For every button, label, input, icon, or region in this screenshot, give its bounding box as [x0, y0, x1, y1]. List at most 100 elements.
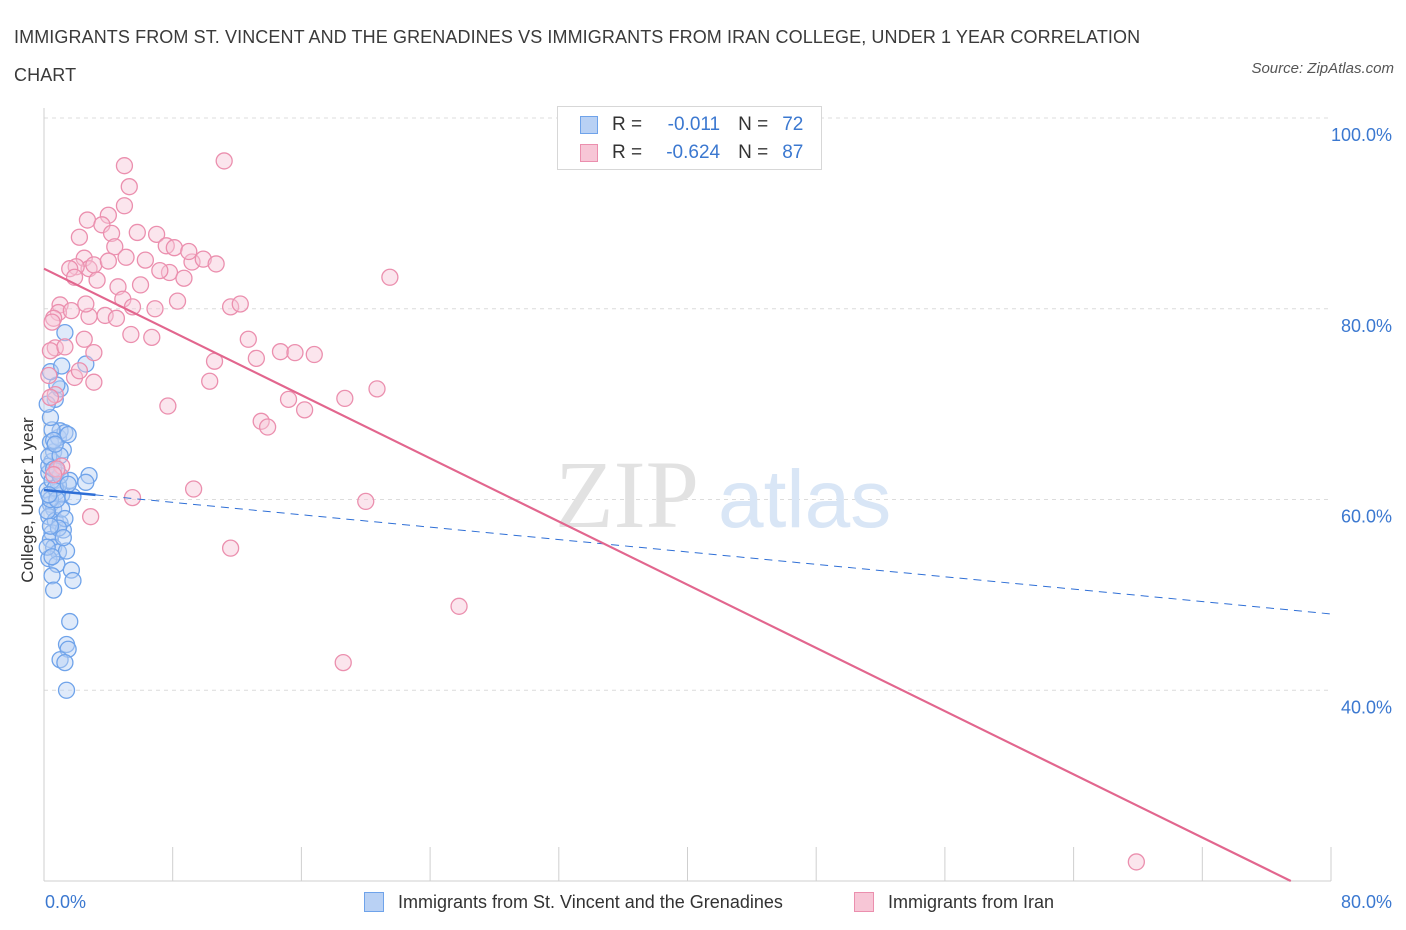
legend-swatch-iran [580, 144, 598, 162]
point-svg-26 [57, 681, 76, 699]
point-iran-49 [286, 343, 304, 362]
point-iran-81 [128, 223, 146, 242]
point-svg-52 [53, 500, 71, 518]
y-tick-label-2: 60.0% [1341, 507, 1392, 527]
watermark-zip: ZIP [555, 441, 699, 548]
point-iran-77 [131, 276, 150, 294]
legend-n-label: N = [738, 114, 769, 135]
point-iran-3 [115, 197, 134, 215]
point-iran-42 [143, 328, 161, 347]
point-svg-63 [43, 548, 61, 566]
point-iran-25 [175, 269, 193, 287]
point-iran-0 [115, 157, 134, 175]
point-svg-24 [51, 651, 69, 669]
point-iran-72 [221, 539, 240, 557]
trend-line-iran [43, 267, 1292, 882]
point-iran-18 [207, 255, 225, 273]
point-svg-71 [46, 435, 64, 453]
point-iran-60 [279, 390, 298, 409]
bottom-legend-label-iran: Immigrants from Iran [888, 891, 1055, 912]
point-iran-56 [368, 380, 386, 398]
point-iran-67 [45, 466, 63, 484]
point-iran-4 [99, 206, 117, 224]
trend-lines [43, 267, 1332, 882]
point-iran-16 [183, 253, 201, 271]
point-iran-7 [102, 224, 121, 243]
legend-r-label: R = [612, 114, 643, 135]
point-iran-71 [82, 508, 100, 526]
point-iran-48 [271, 343, 290, 361]
watermark-atlas: atlas [718, 454, 891, 545]
point-svg-25 [56, 653, 74, 672]
point-iran-54 [85, 373, 103, 391]
x-tick-label-max: 80.0% [1341, 892, 1392, 912]
point-iran-9 [147, 225, 166, 244]
point-iran-36 [62, 302, 80, 320]
point-iran-62 [295, 401, 314, 419]
point-iran-70 [357, 492, 375, 511]
legend-r-label: R = [612, 142, 643, 163]
point-iran-80 [151, 261, 169, 280]
legend-r-value: -0.624 [666, 142, 721, 163]
point-iran-75 [1127, 853, 1145, 871]
point-iran-58 [41, 388, 60, 407]
point-svg-53 [56, 509, 74, 528]
point-iran-73 [450, 597, 468, 615]
x-tick-label-min: 0.0% [45, 892, 86, 912]
point-svg-20 [45, 581, 63, 599]
watermark: ZIP atlas [555, 441, 891, 548]
point-svg-19 [64, 571, 82, 590]
trend-line-svg-solid [43, 488, 96, 497]
point-svg-18 [43, 567, 61, 585]
legend-row-iran: R = -0.624 N = 87 [580, 140, 803, 166]
point-iran-50 [305, 345, 323, 364]
point-iran-64 [258, 418, 277, 436]
point-iran-5 [78, 211, 97, 229]
point-iran-31 [231, 295, 249, 313]
point-iran-86 [107, 309, 126, 327]
point-svg-69 [40, 486, 58, 504]
point-svg-65 [41, 517, 60, 535]
point-svg-21 [61, 612, 79, 631]
point-svg-41 [41, 408, 60, 427]
point-iran-79 [88, 271, 106, 289]
point-iran-6 [93, 216, 111, 234]
point-iran-21 [85, 256, 103, 274]
point-svg-64 [54, 529, 72, 547]
point-iran-41 [122, 325, 140, 344]
point-iran-17 [194, 250, 212, 268]
point-iran-39 [96, 306, 114, 325]
point-svg-67 [59, 475, 77, 493]
point-iran-78 [99, 252, 117, 270]
point-iran-43 [75, 330, 93, 348]
trend-line-svg-dashed [95, 494, 1332, 615]
point-iran-51 [247, 349, 266, 367]
axes [43, 108, 1332, 882]
point-iran-46 [41, 342, 60, 360]
bottom-legend-swatch-iran [854, 892, 874, 912]
point-iran-15 [136, 251, 155, 269]
legend-n-value: 72 [782, 114, 804, 135]
point-iran-32 [146, 300, 164, 318]
point-iran-40 [43, 313, 61, 331]
point-iran-59 [336, 389, 354, 408]
point-iran-14 [117, 248, 135, 266]
point-iran-82 [180, 242, 198, 261]
point-svg-62 [38, 538, 56, 556]
point-iran-84 [70, 362, 89, 380]
point-iran-47 [85, 343, 103, 362]
point-svg-46 [53, 357, 71, 375]
point-iran-1 [215, 152, 233, 170]
point-iran-76 [77, 295, 95, 313]
legend-r-value: -0.011 [667, 114, 721, 135]
bottom-legend-svg: Immigrants from St. Vincent and the Gren… [364, 889, 783, 915]
y-tick-label-1: 80.0% [1341, 316, 1392, 336]
point-iran-85 [40, 366, 58, 385]
y-tick-label-3: 40.0% [1341, 697, 1392, 717]
legend-row-svg: R = -0.011 N = 72 [580, 112, 803, 138]
tick-labels: 100.0% 80.0% 60.0% 40.0% 0.0% 80.0% [45, 125, 1392, 912]
bottom-legend-label-svg: Immigrants from St. Vincent and the Gren… [398, 891, 783, 912]
point-iran-2 [120, 178, 138, 196]
point-iran-30 [221, 298, 240, 316]
